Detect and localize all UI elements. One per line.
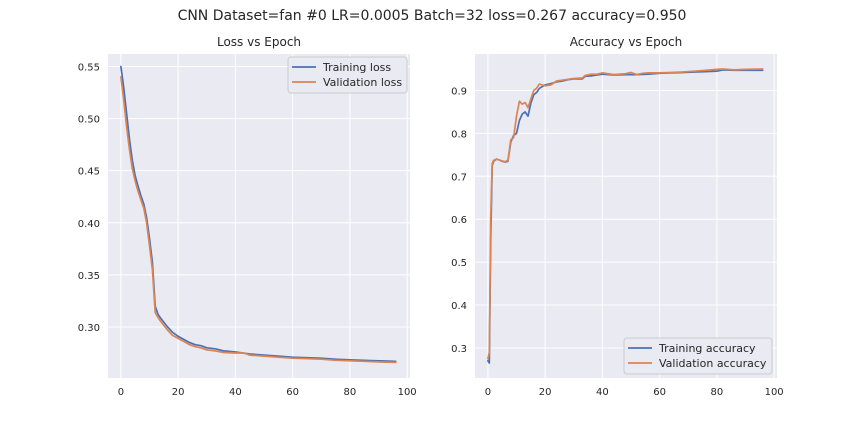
training-accuracy-legend-label: Training accuracy xyxy=(658,342,756,355)
loss-y-tick-label: 0.35 xyxy=(78,271,100,282)
training-loss-legend-label: Training loss xyxy=(322,61,391,74)
accuracy-chart: 0 20 40 60 80 100 0.3 0.4 0.5 0.6 0.7 0.8 0.9 Accur… xyxy=(451,35,784,398)
loss-y-tick-label: 0.50 xyxy=(78,115,100,126)
accuracy-legend: Training accuracy Validation accuracy xyxy=(623,337,773,375)
figure-suptitle: CNN Dataset=fan #0 LR=0.0005 Batch=32 lo… xyxy=(178,8,687,24)
training-loss-line xyxy=(120,65,397,363)
accuracy-y-tick-label: 0.3 xyxy=(451,344,467,355)
validation-accuracy-legend-label: Validation accuracy xyxy=(659,357,767,370)
loss-y-tick-label: 0.45 xyxy=(78,167,100,178)
accuracy-y-tick-label: 0.6 xyxy=(451,215,467,226)
accuracy-plot-area xyxy=(475,54,777,378)
loss-x-tick-label: 100 xyxy=(398,387,417,398)
loss-x-tick-label: 0 xyxy=(118,387,124,398)
accuracy-y-tick-label: 0.8 xyxy=(451,129,467,140)
loss-x-tick-label: 20 xyxy=(172,387,185,398)
accuracy-x-tick-label: 80 xyxy=(711,387,724,398)
accuracy-x-tick-label: 20 xyxy=(539,387,552,398)
loss-x-tick-label: 60 xyxy=(286,387,299,398)
loss-y-tick-label: 0.30 xyxy=(78,323,100,334)
accuracy-chart-title: Accuracy vs Epoch xyxy=(570,35,683,49)
loss-chart-title: Loss vs Epoch xyxy=(217,35,301,49)
accuracy-x-tick-label: 100 xyxy=(765,387,784,398)
accuracy-x-tick-label: 40 xyxy=(596,387,609,398)
validation-loss-legend-label: Validation loss xyxy=(323,76,402,89)
validation-accuracy-line xyxy=(487,68,764,360)
accuracy-x-tick-label: 60 xyxy=(653,387,666,398)
loss-legend: Training loss Validation loss xyxy=(287,56,408,94)
validation-loss-line xyxy=(120,76,397,364)
accuracy-y-tick-label: 0.5 xyxy=(451,258,467,269)
loss-legend-box xyxy=(287,56,408,94)
loss-x-tick-label: 40 xyxy=(229,387,242,398)
loss-plot-area xyxy=(108,54,410,378)
accuracy-y-tick-label: 0.7 xyxy=(451,172,467,183)
accuracy-x-tick-label: 0 xyxy=(485,387,491,398)
accuracy-y-tick-label: 0.9 xyxy=(451,86,467,97)
loss-chart: 0 20 40 60 80 100 0.30 0.35 0.40 0.45 0.50 0.55 Lo… xyxy=(78,35,417,398)
loss-y-tick-label: 0.55 xyxy=(78,63,100,74)
loss-y-tick-label: 0.40 xyxy=(78,219,100,230)
accuracy-y-tick-label: 0.4 xyxy=(451,301,467,312)
accuracy-legend-box xyxy=(623,337,773,375)
loss-x-tick-label: 80 xyxy=(344,387,357,398)
